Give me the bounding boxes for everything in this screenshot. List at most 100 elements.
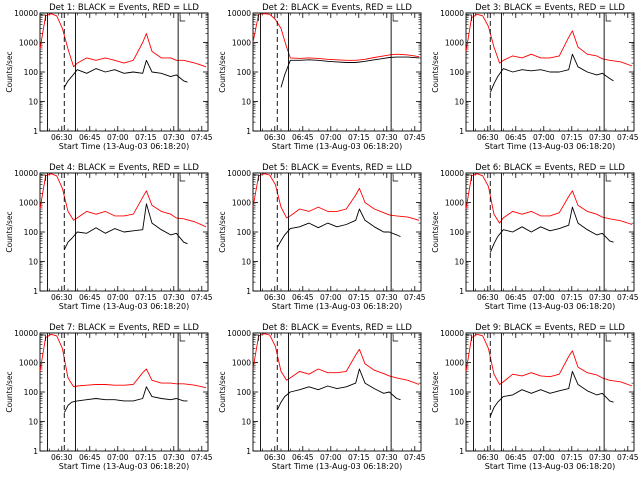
x-tick-label: 06:30 [477, 453, 499, 462]
x-tick-label: 07:00 [320, 453, 342, 462]
x-axis-label: Start Time (13-Aug-03 06:18:20) [485, 142, 616, 151]
y-tick-label: 10000 [440, 9, 464, 18]
corner-bracket-icon [392, 175, 399, 182]
chart-title: Det 4: BLACK = Events, RED = LLD [49, 163, 199, 173]
y-tick-label: 1 [459, 447, 464, 456]
x-tick-label: 07:00 [107, 453, 129, 462]
x-tick-label: 07:30 [376, 293, 398, 302]
x-tick-label: 07:30 [376, 453, 398, 462]
x-tick-label: 07:00 [533, 453, 555, 462]
x-tick-label: 07:30 [163, 293, 185, 302]
corner-bracket-icon [467, 14, 472, 21]
y-tick-label: 100 [24, 68, 39, 77]
series-events-line [63, 203, 188, 250]
x-tick-label: 06:45 [505, 133, 527, 142]
series-lld-line [39, 173, 207, 228]
y-tick-label: 10 [241, 98, 251, 107]
chart-panel-det-3: Det 3: BLACK = Events, RED = LLD 1 10 100 10… [431, 3, 639, 151]
x-tick-label: 06:30 [264, 453, 286, 462]
series-lld-line [252, 333, 420, 385]
corner-bracket-icon [41, 334, 46, 341]
x-tick-label: 06:45 [79, 133, 101, 142]
chart-panel-det-9: Det 9: BLACK = Events, RED = LLD 1 10 100 10… [431, 323, 639, 471]
x-tick-label: 06:45 [292, 293, 314, 302]
corner-bracket-icon [605, 175, 612, 182]
y-tick-label: 1000 [232, 199, 251, 208]
x-tick-label: 07:45 [404, 133, 426, 142]
y-tick-label: 1000 [232, 359, 251, 368]
x-tick-label: 06:45 [505, 293, 527, 302]
y-tick-label: 100 [237, 228, 252, 237]
corner-bracket-icon [605, 15, 612, 22]
plot-frame [465, 332, 635, 452]
x-tick-label: 07:15 [561, 133, 583, 142]
y-tick-label: 10000 [14, 169, 38, 178]
corner-bracket-icon [392, 15, 399, 22]
y-tick-label: 100 [237, 388, 252, 397]
y-tick-label: 10 [28, 98, 38, 107]
y-axis-label: Counts/sec [431, 211, 440, 252]
y-tick-label: 1000 [19, 359, 38, 368]
y-tick-label: 10000 [14, 9, 38, 18]
y-tick-label: 100 [450, 228, 465, 237]
series-lld-line [465, 13, 633, 67]
x-tick-label: 06:45 [292, 133, 314, 142]
series-lld-line [465, 173, 633, 225]
x-axis-label: Start Time (13-Aug-03 06:18:20) [272, 302, 403, 311]
y-tick-label: 1000 [19, 199, 38, 208]
series-lld-line [465, 333, 633, 387]
chart-title: Det 7: BLACK = Events, RED = LLD [49, 323, 199, 333]
y-tick-label: 1 [459, 127, 464, 136]
y-axis-label: Counts/sec [218, 211, 227, 252]
y-tick-label: 10 [28, 418, 38, 427]
series-lld-line [39, 333, 207, 389]
corner-bracket-icon [41, 174, 46, 181]
x-tick-label: 07:30 [376, 133, 398, 142]
x-tick-label: 07:00 [107, 133, 129, 142]
x-tick-label: 06:45 [292, 453, 314, 462]
y-axis-label: Counts/sec [218, 51, 227, 92]
series-events-line [63, 59, 188, 88]
x-tick-label: 07:15 [561, 293, 583, 302]
y-axis-label: Counts/sec [5, 211, 14, 252]
corner-bracket-icon [254, 334, 259, 341]
y-tick-label: 10 [241, 418, 251, 427]
y-tick-label: 1000 [232, 39, 251, 48]
x-tick-label: 07:30 [589, 453, 611, 462]
corner-bracket-icon [467, 174, 472, 181]
chart-title: Det 6: BLACK = Events, RED = LLD [475, 163, 625, 173]
series-lld-line [252, 13, 420, 61]
y-tick-label: 10000 [14, 329, 38, 338]
x-tick-label: 07:00 [320, 133, 342, 142]
x-tick-label: 07:15 [348, 453, 370, 462]
plot-frame [39, 332, 209, 452]
x-axis-label: Start Time (13-Aug-03 06:18:20) [59, 142, 190, 151]
x-tick-label: 07:45 [404, 293, 426, 302]
y-tick-label: 1 [246, 287, 251, 296]
y-tick-label: 10000 [440, 169, 464, 178]
y-tick-label: 10 [454, 258, 464, 267]
chart-title: Det 1: BLACK = Events, RED = LLD [49, 3, 199, 13]
x-tick-label: 06:45 [79, 453, 101, 462]
y-tick-label: 10000 [227, 169, 251, 178]
corner-bracket-icon [392, 335, 399, 342]
x-tick-label: 06:30 [477, 133, 499, 142]
y-tick-label: 1000 [445, 359, 464, 368]
x-axis-label: Start Time (13-Aug-03 06:18:20) [272, 462, 403, 471]
y-tick-label: 100 [450, 388, 465, 397]
chart-panel-det-4: Det 4: BLACK = Events, RED = LLD 1 10 100 10… [5, 163, 213, 311]
x-tick-label: 07:45 [617, 133, 639, 142]
chart-panel-det-7: Det 7: BLACK = Events, RED = LLD 1 10 100 10… [5, 323, 213, 471]
chart-title: Det 3: BLACK = Events, RED = LLD [475, 3, 625, 13]
chart-panel-det-8: Det 8: BLACK = Events, RED = LLD 1 10 100 10… [218, 323, 426, 471]
y-tick-label: 1 [246, 127, 251, 136]
chart-title: Det 9: BLACK = Events, RED = LLD [475, 323, 625, 333]
x-tick-label: 07:15 [135, 453, 157, 462]
y-tick-label: 100 [237, 68, 252, 77]
series-events-line [280, 56, 420, 88]
y-tick-label: 1 [33, 127, 38, 136]
corner-bracket-icon [467, 334, 472, 341]
plot-frame [39, 12, 209, 132]
plot-frame [465, 172, 635, 292]
